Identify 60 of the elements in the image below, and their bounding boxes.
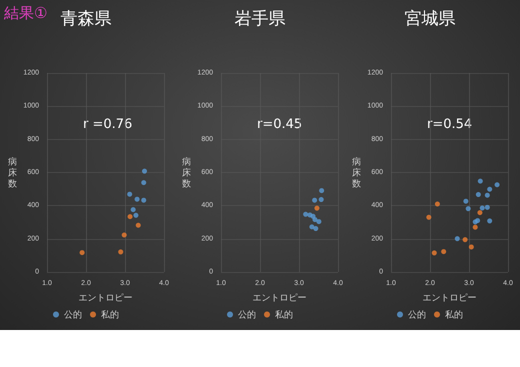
point [487,218,492,224]
annotation: r =0.76 [83,117,132,132]
legend-label: 私的 [445,310,463,320]
point [316,219,322,224]
y-axis-title: 病床数 [352,156,361,188]
legend-label: 私的 [101,310,119,320]
point [476,192,481,198]
point [484,204,490,210]
point [127,192,132,197]
y-axis-title: 病床数 [182,156,191,188]
point [122,232,127,238]
chart-title: 青森県 [60,9,112,28]
point [303,212,308,217]
chart-title: 宮城県 [404,9,456,28]
point [118,249,124,254]
point [312,217,318,222]
point [487,186,492,192]
annotation: r=0.54 [427,117,472,132]
point [463,198,468,204]
point [142,168,147,174]
point [318,197,324,202]
point [477,210,482,216]
point [319,188,324,194]
legend-label: 公的 [64,310,82,320]
point [494,182,500,188]
point [80,250,85,256]
x-axis-title: エントロピー [422,292,476,302]
point [141,198,146,203]
point [313,226,318,232]
point [441,249,446,254]
point [475,218,480,224]
point [466,206,471,212]
point [478,178,483,184]
x-axis-title: エントロピー [78,292,132,302]
annotation: r=0.45 [257,117,302,132]
point [314,206,320,211]
point [472,224,478,230]
point [454,236,460,242]
point [484,192,490,198]
point [468,244,474,250]
legend-label: 公的 [408,310,426,320]
legend-label: 公的 [238,310,256,320]
point [133,212,138,218]
point [141,180,146,186]
point [128,214,133,220]
point [432,250,437,256]
text: 結果① [4,4,48,23]
point [434,202,440,207]
point [480,205,485,210]
legend-label: 私的 [275,310,293,320]
point [136,222,141,228]
chart-title: 岩手県 [234,9,286,28]
point [309,224,314,230]
point [134,196,140,202]
point [312,198,318,203]
point [462,237,468,242]
x-axis-title: エントロピー [252,292,306,302]
point [130,207,136,212]
point [426,214,432,220]
y-axis-title: 病床数 [8,156,17,188]
